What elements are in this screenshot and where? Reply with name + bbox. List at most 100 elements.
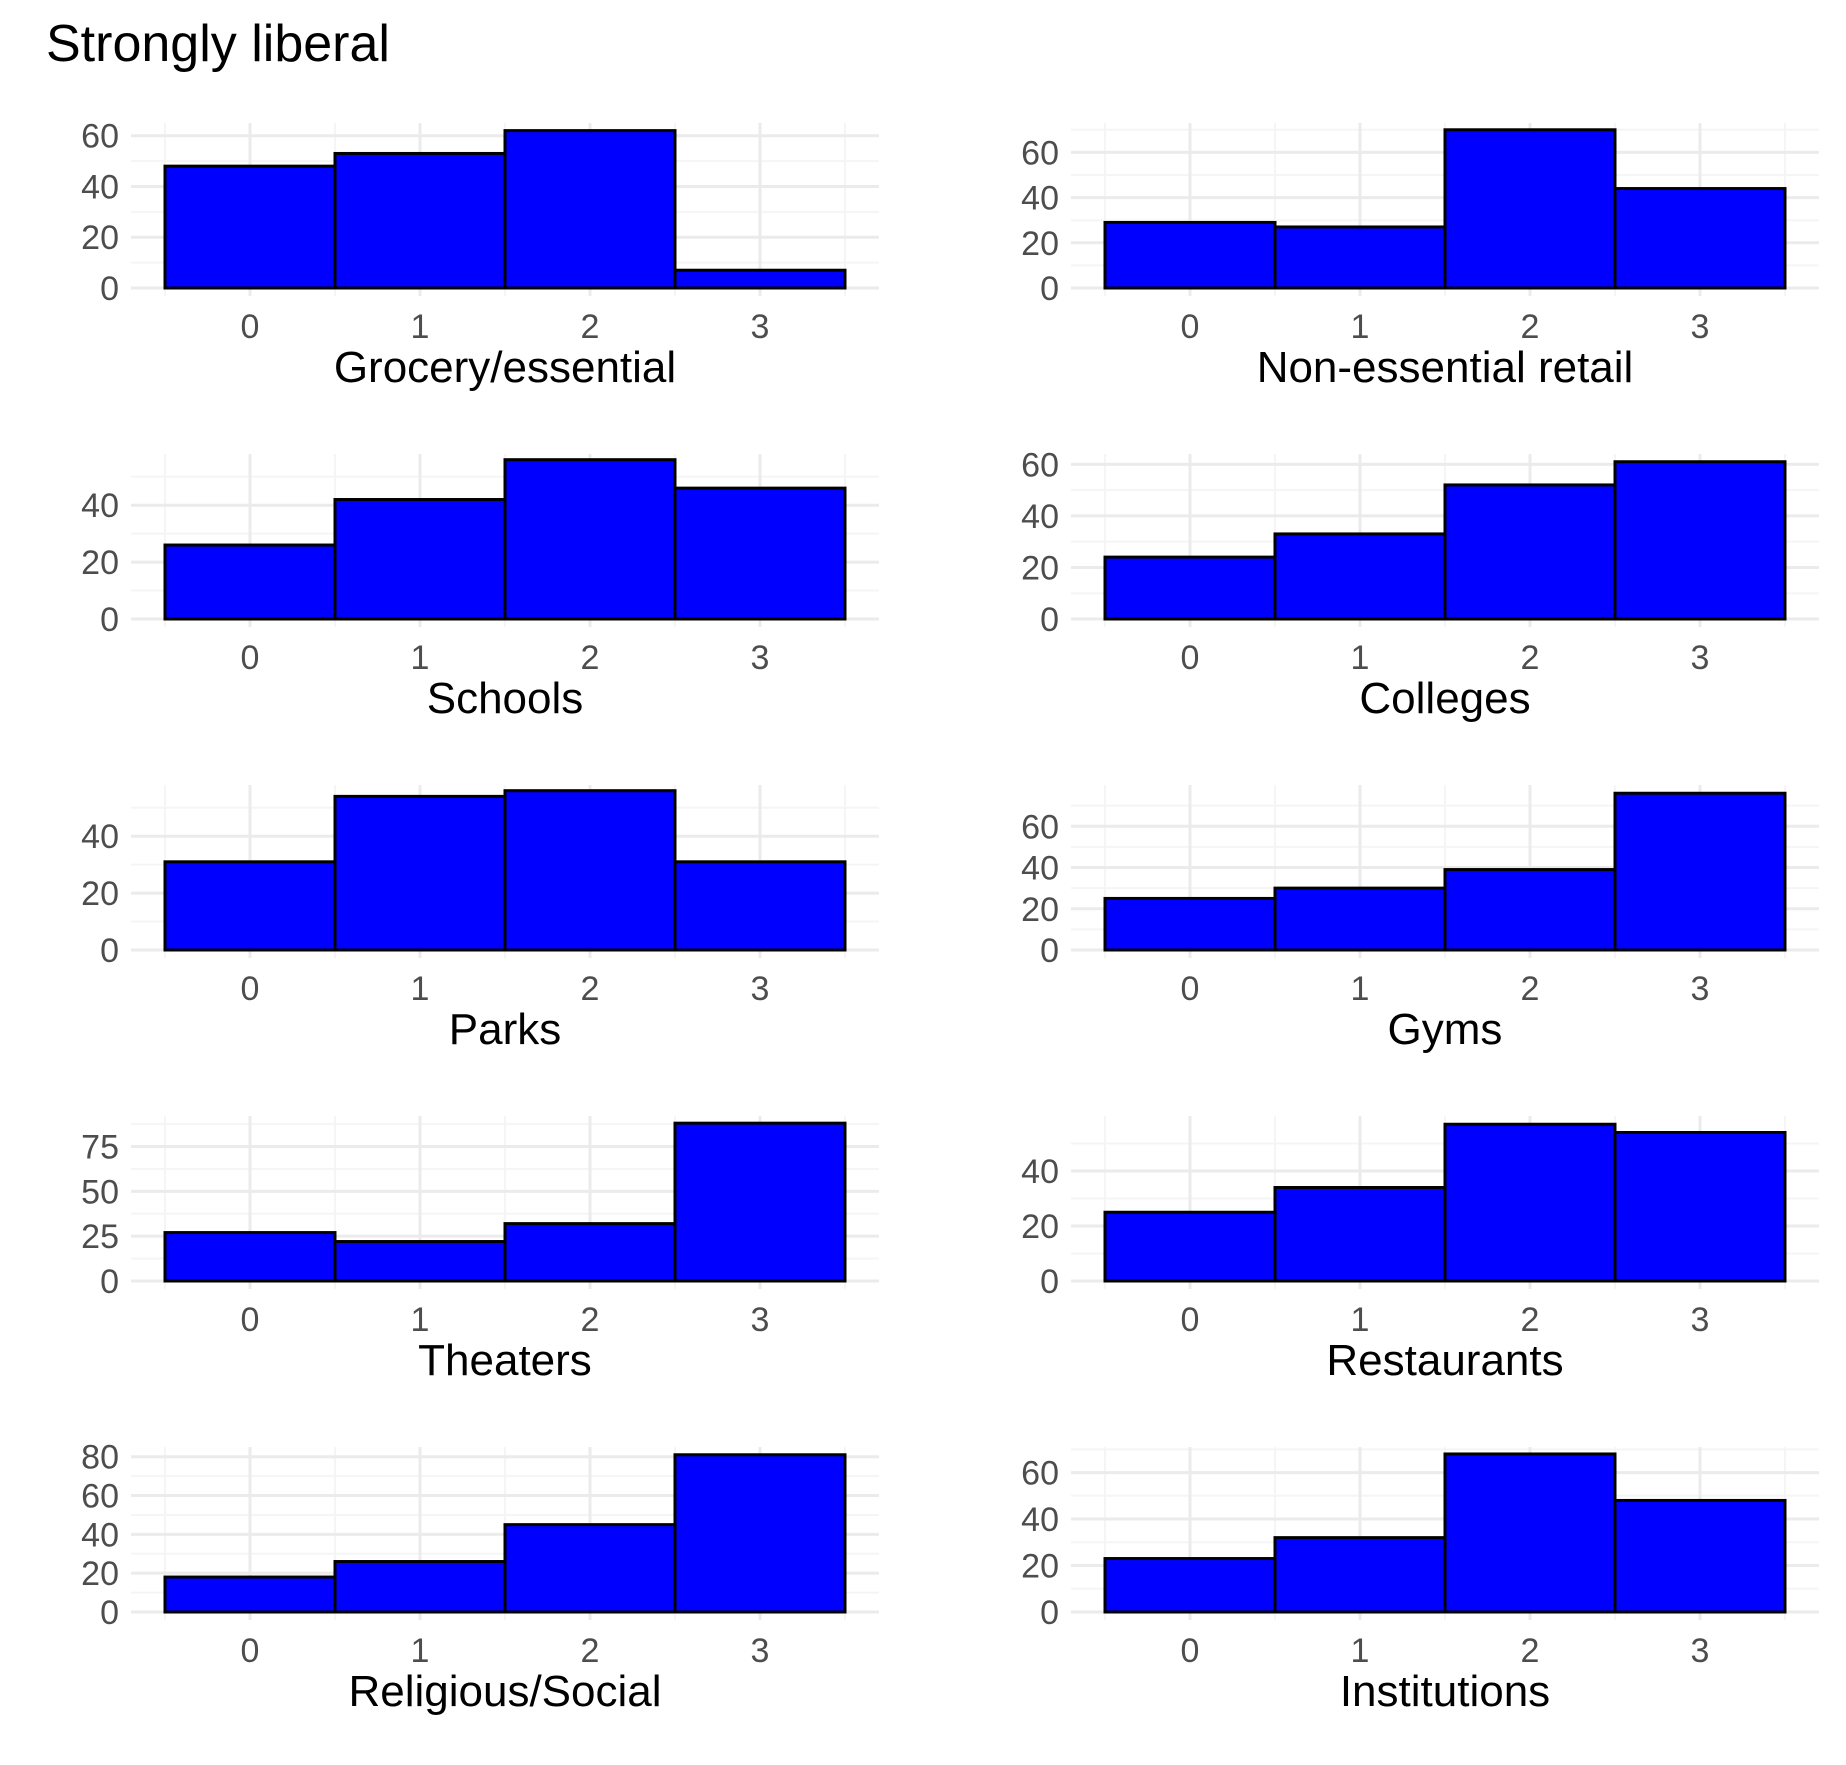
x-axis-title: Restaurants xyxy=(1326,1336,1563,1385)
y-tick-label: 60 xyxy=(81,1478,119,1516)
y-tick-label: 20 xyxy=(81,1555,119,1593)
histogram-bar xyxy=(673,1121,847,1283)
y-tick-label: 0 xyxy=(1040,932,1059,970)
histogram-bar xyxy=(163,860,337,952)
histogram-bar xyxy=(1613,1131,1787,1283)
x-tick-label: 1 xyxy=(1351,970,1370,1008)
x-axis-title: Gyms xyxy=(1388,1005,1503,1054)
x-axis-title: Parks xyxy=(449,1005,561,1054)
histogram-bar xyxy=(1103,555,1277,621)
histogram-bar xyxy=(1103,220,1277,290)
y-tick-label: 40 xyxy=(1021,498,1059,536)
x-tick-label: 2 xyxy=(1521,308,1540,346)
x-tick-label: 0 xyxy=(241,308,260,346)
histogram-bar xyxy=(1273,1536,1447,1614)
histogram-bar xyxy=(163,1231,337,1283)
y-tick-label: 0 xyxy=(1040,601,1059,639)
x-axis-title: Non-essential retail xyxy=(1257,343,1634,392)
y-tick-label: 0 xyxy=(100,270,119,308)
x-tick-label: 0 xyxy=(241,970,260,1008)
x-tick-label: 2 xyxy=(581,639,600,677)
x-tick-label: 2 xyxy=(581,1632,600,1670)
y-tick-label: 75 xyxy=(81,1128,119,1166)
x-tick-label: 0 xyxy=(241,639,260,677)
histogram-bar xyxy=(163,164,337,290)
x-tick-label: 3 xyxy=(1691,1632,1710,1670)
y-tick-label: 60 xyxy=(1021,1455,1059,1493)
histogram-bar xyxy=(1613,791,1787,952)
x-tick-label: 1 xyxy=(1351,639,1370,677)
x-tick-label: 2 xyxy=(1521,639,1540,677)
histogram-bar xyxy=(1613,460,1787,621)
histogram-bar xyxy=(1443,483,1617,621)
x-tick-label: 1 xyxy=(1351,308,1370,346)
histogram-bar xyxy=(333,1560,507,1614)
x-tick-label: 1 xyxy=(1351,1632,1370,1670)
x-tick-label: 3 xyxy=(751,970,770,1008)
y-tick-label: 0 xyxy=(100,1263,119,1301)
y-tick-label: 0 xyxy=(100,1594,119,1632)
y-tick-label: 25 xyxy=(81,1218,119,1256)
x-tick-label: 2 xyxy=(581,1301,600,1339)
y-tick-label: 40 xyxy=(81,1516,119,1554)
histogram-bar xyxy=(1443,128,1617,290)
histogram-bar xyxy=(673,268,847,290)
histogram-bar xyxy=(333,794,507,952)
histogram-bar xyxy=(333,1240,507,1283)
x-axis-title: Colleges xyxy=(1359,674,1530,723)
y-tick-label: 40 xyxy=(81,487,119,525)
facet-panel: 0 20 40 60 0 1 2 3 Grocery/essential xyxy=(81,118,879,392)
histogram-bar xyxy=(503,1222,677,1283)
histogram-bar xyxy=(1103,1210,1277,1283)
y-tick-label: 40 xyxy=(1021,1501,1059,1539)
x-tick-label: 3 xyxy=(1691,308,1710,346)
x-tick-label: 3 xyxy=(1691,639,1710,677)
y-tick-label: 60 xyxy=(81,118,119,156)
x-tick-label: 0 xyxy=(1181,639,1200,677)
x-tick-label: 1 xyxy=(411,1301,430,1339)
y-tick-label: 40 xyxy=(81,818,119,856)
histogram-bar xyxy=(1273,886,1447,952)
x-tick-label: 3 xyxy=(1691,1301,1710,1339)
y-tick-label: 60 xyxy=(1021,446,1059,484)
x-axis-title: Institutions xyxy=(1340,1667,1550,1716)
facet-panel: 0 20 40 0 1 2 3 Parks xyxy=(81,785,879,1054)
x-tick-label: 3 xyxy=(751,308,770,346)
y-tick-label: 0 xyxy=(100,601,119,639)
y-tick-label: 60 xyxy=(1021,134,1059,172)
facet-panel: 0 20 40 60 0 1 2 3 Institutions xyxy=(1021,1447,1819,1716)
x-tick-label: 0 xyxy=(1181,1301,1200,1339)
x-tick-label: 0 xyxy=(1181,1632,1200,1670)
x-tick-label: 1 xyxy=(411,308,430,346)
y-tick-label: 20 xyxy=(1021,549,1059,587)
x-tick-label: 0 xyxy=(1181,308,1200,346)
x-tick-label: 3 xyxy=(751,1632,770,1670)
x-tick-label: 1 xyxy=(411,1632,430,1670)
x-tick-label: 3 xyxy=(1691,970,1710,1008)
histogram-bar xyxy=(1443,868,1617,952)
chart-title: Strongly liberal xyxy=(46,15,390,73)
histogram-bar xyxy=(1273,532,1447,621)
x-tick-label: 1 xyxy=(411,639,430,677)
histogram-bar xyxy=(503,1523,677,1614)
histogram-bar xyxy=(163,543,337,621)
x-axis-title: Schools xyxy=(427,674,584,723)
y-tick-label: 40 xyxy=(81,168,119,206)
facet-panel: 0 20 40 60 0 1 2 3 Non-essential retail xyxy=(1021,123,1819,392)
x-axis-title: Religious/Social xyxy=(348,1667,661,1716)
y-tick-label: 50 xyxy=(81,1173,119,1211)
x-tick-label: 0 xyxy=(241,1632,260,1670)
histogram-bar xyxy=(1613,187,1787,290)
y-tick-label: 20 xyxy=(1021,225,1059,263)
x-tick-label: 2 xyxy=(1521,1632,1540,1670)
histogram-bar xyxy=(1273,1186,1447,1283)
histogram-bar xyxy=(333,498,507,621)
x-axis-title: Grocery/essential xyxy=(334,343,676,392)
y-tick-label: 0 xyxy=(1040,1263,1059,1301)
facet-panel: 0 20 40 0 1 2 3 Schools xyxy=(81,454,879,723)
x-tick-label: 2 xyxy=(581,970,600,1008)
histogram-bar xyxy=(1443,1122,1617,1283)
